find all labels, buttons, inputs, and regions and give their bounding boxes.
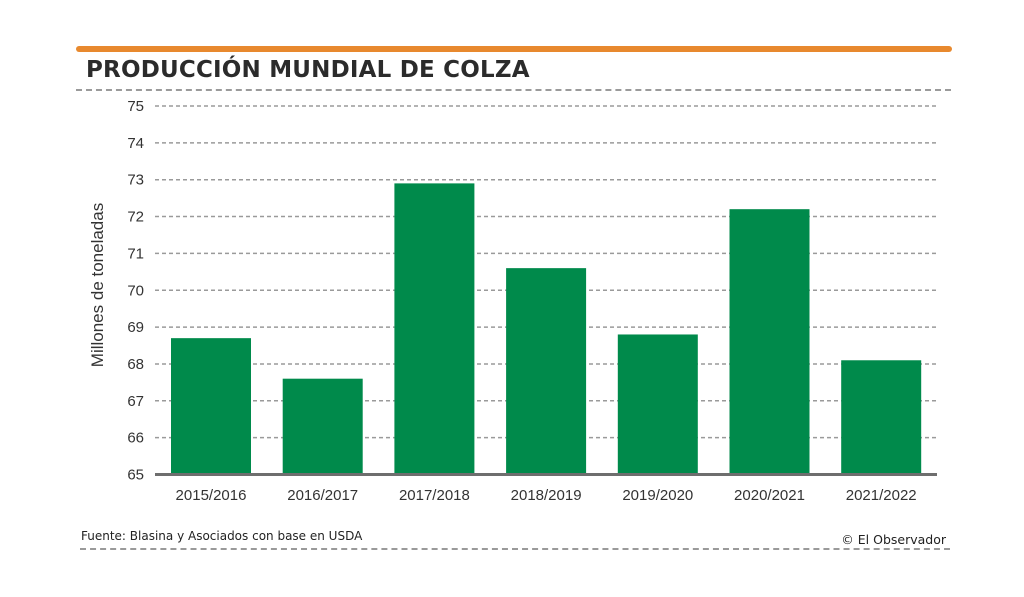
y-tick-label: 75 [127, 98, 144, 115]
x-tick-label: 2015/2016 [176, 487, 247, 504]
y-tick-labels: 65 66 67 68 69 70 71 72 73 74 75 [127, 98, 144, 484]
y-tick-label: 70 [127, 282, 144, 299]
y-tick-label: 71 [127, 245, 144, 262]
source-note: Fuente: Blasina y Asociados con base en … [81, 529, 363, 543]
y-tick-label: 69 [127, 319, 144, 336]
bar-2019-2020 [617, 334, 698, 475]
y-tick-label: 74 [127, 135, 144, 152]
bar-2015-2016 [171, 338, 251, 475]
x-tick-labels: 2015/2016 2016/2017 2017/2018 2018/2019 2019… [176, 487, 917, 504]
y-tick-label: 65 [127, 467, 144, 484]
header-accent-rule [76, 46, 952, 52]
x-tick-label: 2021/2022 [846, 487, 917, 504]
title-divider [76, 89, 951, 91]
y-tick-label: 73 [127, 172, 144, 189]
chart-title: PRODUCCIÓN MUNDIAL DE COLZA [86, 57, 530, 83]
x-tick-label: 2018/2019 [511, 487, 582, 504]
bar-2017-2018 [394, 183, 475, 475]
bar-2016-2017 [282, 378, 363, 475]
y-tick-label: 67 [127, 393, 144, 410]
y-axis-title: Millones de toneladas [88, 203, 107, 367]
bar-2020-2021 [729, 209, 810, 475]
x-tick-label: 2017/2018 [399, 487, 470, 504]
x-tick-label: 2019/2020 [622, 487, 693, 504]
bars [171, 183, 922, 475]
credit-note: © El Observador [841, 532, 946, 547]
x-tick-label: 2020/2021 [734, 487, 805, 504]
y-tick-label: 72 [127, 209, 144, 226]
x-tick-label: 2016/2017 [287, 487, 358, 504]
bar-2018-2019 [506, 268, 587, 475]
y-tick-label: 68 [127, 356, 144, 373]
y-tick-label: 66 [127, 430, 144, 447]
footer-divider [80, 548, 950, 550]
bar-2021-2022 [841, 360, 922, 475]
